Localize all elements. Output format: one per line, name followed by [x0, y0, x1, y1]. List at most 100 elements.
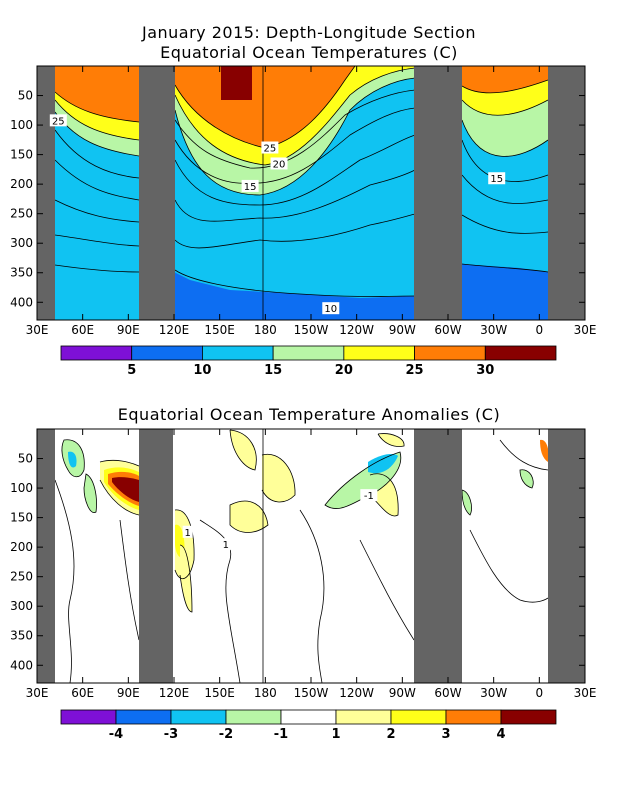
chart2-fill-neg5	[520, 469, 534, 488]
y-tick-label: 350	[10, 629, 33, 643]
colorbar-swatch	[390, 709, 447, 725]
y-tick-label: 150	[10, 148, 33, 162]
contour-label-bg	[360, 489, 378, 502]
x-tick-label: 90E	[117, 323, 140, 337]
chart2-fill-pos7	[230, 430, 257, 470]
y-tick-label: 400	[10, 658, 33, 672]
y-tick-label: 400	[10, 295, 33, 309]
colorbar-swatch	[272, 345, 345, 361]
chart2-contours	[54, 429, 549, 683]
x-tick-label: 30W	[480, 686, 507, 700]
contour-label-bg	[322, 302, 340, 315]
colorbar-swatch	[500, 709, 557, 725]
colorbar-swatch	[225, 709, 282, 725]
contour-label: 10	[324, 304, 337, 315]
x-tick-label: 120E	[159, 686, 190, 700]
chart1-title: January 2015: Depth-Longitude Section	[141, 23, 476, 42]
colorbar-swatch	[115, 709, 172, 725]
x-tick-label: 60W	[434, 323, 461, 337]
chart1-plot	[37, 66, 585, 320]
land-mask	[139, 66, 175, 320]
colorbar-label: 10	[193, 363, 211, 378]
chart1-colorbar: 5 10 15 20 25 30	[60, 345, 557, 378]
colorbar-swatch	[414, 345, 486, 361]
contour-label: 25	[264, 144, 277, 155]
y-tick-label: 350	[10, 266, 33, 280]
x-tick-label: 180	[254, 686, 277, 700]
x-tick-label: 90E	[117, 686, 140, 700]
contour-label: 1	[223, 540, 229, 551]
colorbar-swatch	[202, 345, 274, 361]
x-tick-label: 150E	[204, 686, 235, 700]
colorbar-swatch	[280, 709, 337, 725]
contour-label-bg	[261, 141, 279, 154]
colorbar-swatch	[335, 709, 392, 725]
x-tick-label: 120W	[339, 323, 374, 337]
chart1-contour-labels: 25 25 20 15 15 10	[49, 114, 506, 315]
chart1-axes: 30E 60E 90E 120E 150E 180 150W 120W 90W 60W 30W 0 30…	[10, 66, 596, 337]
contour-label-bg	[49, 114, 67, 127]
land-mask	[414, 429, 462, 683]
y-tick-label: 200	[10, 177, 33, 191]
chart1-fill-25-east	[462, 66, 548, 93]
chart2-fill-pos4	[112, 477, 139, 502]
chart2-axes: 30E 60E 90E 120E 150E 180 150W 120W 90W 60W 30W 0 30…	[10, 429, 596, 700]
x-tick-label: 60W	[434, 686, 461, 700]
x-tick-label: 30E	[574, 686, 597, 700]
land-mask	[37, 429, 55, 683]
colorbar-label: 30	[476, 363, 494, 378]
colorbar-swatch	[343, 345, 415, 361]
colorbar-label: 2	[386, 727, 395, 742]
x-tick-label: 30W	[480, 323, 507, 337]
chart1-fill-30	[221, 66, 252, 100]
chart2-land	[37, 429, 585, 683]
colorbar-label: -2	[219, 727, 233, 742]
chart1-fill-10-east	[462, 264, 548, 320]
chart2-fill-pos6	[180, 545, 192, 612]
x-tick-label: 150W	[294, 323, 329, 337]
chart2-colorbar: -4 -3 -2 -1 1 2 3 4	[60, 709, 557, 742]
land-mask	[548, 429, 585, 683]
x-tick-label: 150W	[294, 686, 329, 700]
x-tick-label: 90W	[389, 686, 416, 700]
y-tick-label: 100	[10, 118, 33, 132]
colorbar-label: 4	[496, 727, 505, 742]
colorbar-label: 5	[127, 363, 136, 378]
y-tick-label: 300	[10, 236, 33, 250]
contour-label: -1	[364, 491, 374, 502]
colorbar-label: 20	[335, 363, 353, 378]
y-tick-label: 150	[10, 511, 33, 525]
contour-label: 15	[244, 182, 257, 193]
chart2-plot	[37, 429, 585, 683]
y-tick-label: 50	[18, 89, 33, 103]
y-tick-label: 250	[10, 570, 33, 584]
contour-label-bg	[270, 157, 288, 170]
colorbar-swatch	[60, 345, 133, 361]
chart2-title: Equatorial Ocean Temperature Anomalies (…	[118, 405, 500, 424]
chart1-fill-10	[170, 270, 415, 320]
colorbar-swatch	[60, 709, 117, 725]
land-mask	[414, 66, 462, 320]
land-mask	[548, 66, 585, 320]
chart2-fill-neg4	[462, 490, 472, 515]
x-tick-label: 120E	[159, 323, 190, 337]
contour-label-bg	[241, 179, 259, 192]
contour-label: 15	[490, 174, 503, 185]
chart2-fill-pos12	[540, 439, 549, 462]
contour-label: 20	[273, 159, 286, 170]
chart2-fill-pos9	[230, 501, 268, 533]
chart2-fill-neg2	[84, 474, 97, 513]
colorbar-label: -3	[164, 727, 178, 742]
x-tick-label: 60E	[71, 686, 94, 700]
chart1-subtitle: Equatorial Ocean Temperatures (C)	[160, 43, 458, 62]
y-tick-label: 300	[10, 599, 33, 613]
x-tick-label: 0	[536, 686, 544, 700]
chart2-contour-labels: -1 1 1	[182, 489, 378, 551]
colorbar-label: 15	[264, 363, 282, 378]
x-tick-label: 120W	[339, 686, 374, 700]
contour-label: 25	[52, 116, 65, 127]
x-tick-label: 180	[254, 323, 277, 337]
chart1-land	[37, 66, 585, 320]
land-mask	[37, 66, 55, 320]
